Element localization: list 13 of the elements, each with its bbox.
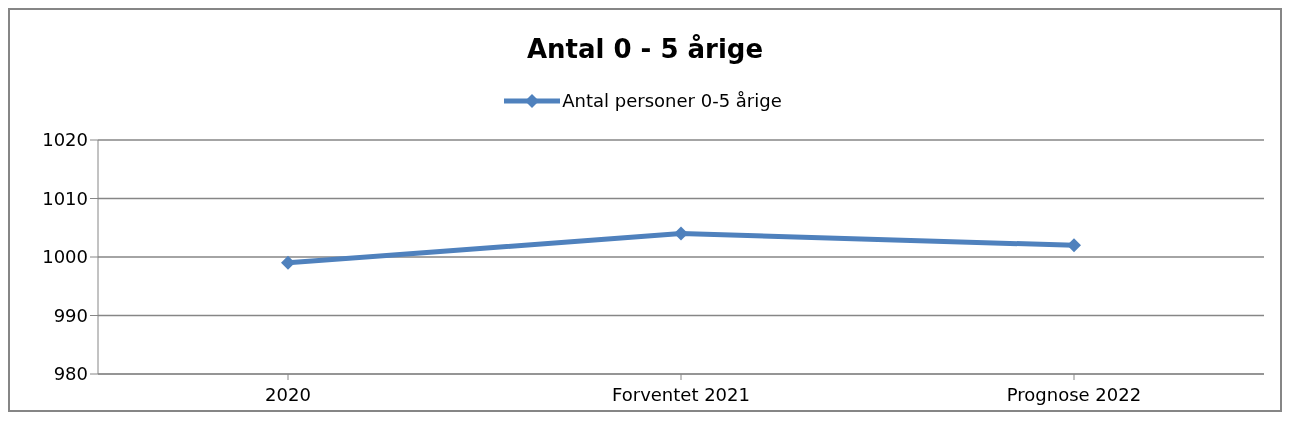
chart-title: Antal 0 - 5 årige [525,34,765,64]
point [1067,238,1081,253]
y-tick-label: 1010 [42,187,88,209]
y-tick-label: 980 [53,363,88,385]
point [281,255,295,270]
x-tick-label: Forventet 2021 [612,383,750,405]
point [674,226,688,241]
y-tick-label: 990 [53,304,88,326]
x-tick-label: 2020 [265,383,311,405]
y-tick-label: 1020 [42,129,88,151]
legend-label: Antal personer 0-5 årige [562,90,782,111]
y-tick-label: 1000 [42,246,88,268]
x-tick-label: Prognose 2022 [1006,383,1142,405]
